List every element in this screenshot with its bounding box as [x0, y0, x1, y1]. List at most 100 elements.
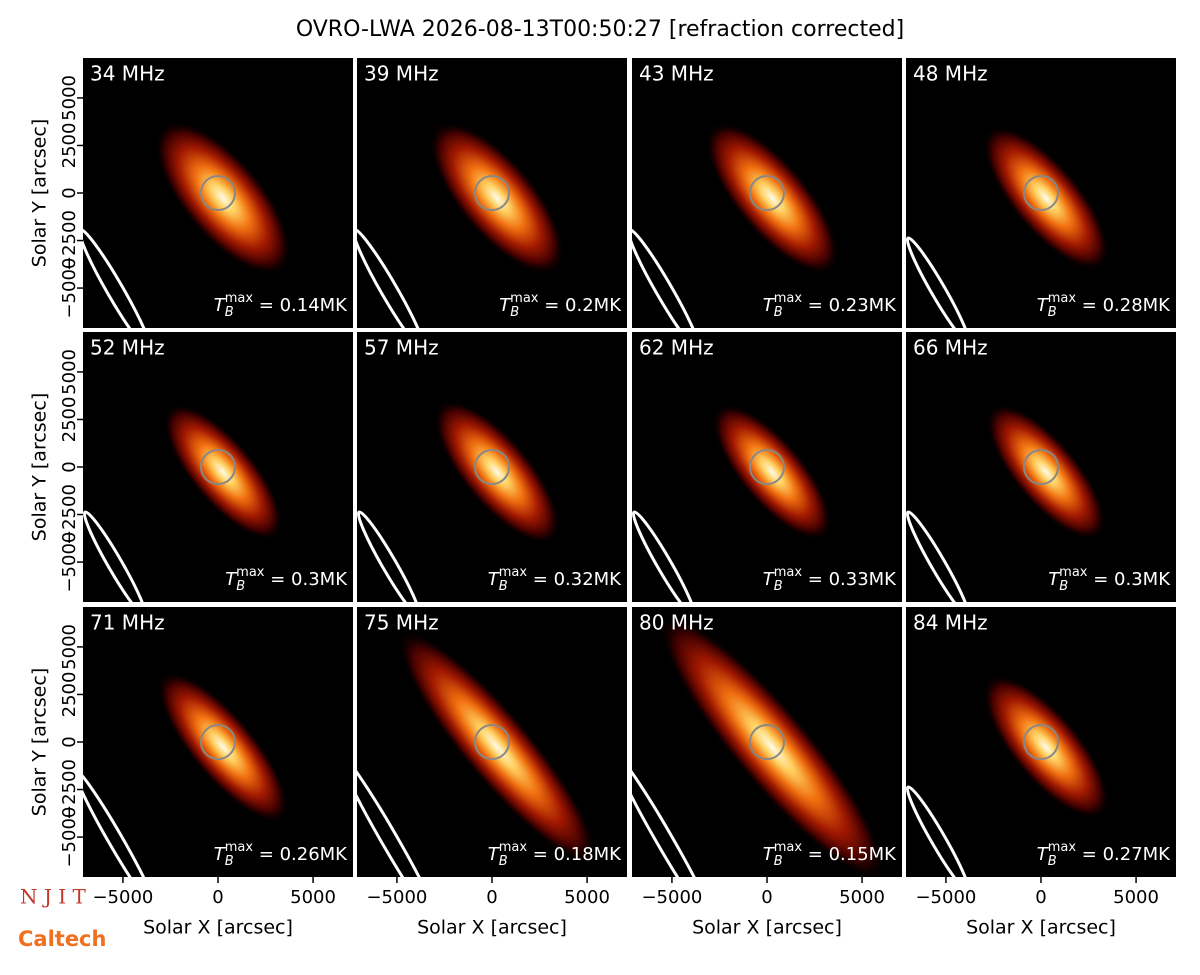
tb-value: 0.18MK: [554, 844, 623, 865]
tb-max-label: TBmax = 0.27MK: [1037, 840, 1171, 869]
panel: [83, 58, 353, 328]
tb-value: 0.28MK: [1103, 295, 1172, 316]
emission: [163, 403, 283, 541]
tb-sub: B: [774, 579, 783, 594]
tb-sup: max: [499, 565, 528, 580]
panel: [906, 332, 1176, 602]
tb-sub: B: [499, 854, 508, 869]
tb-max-label: TBmax = 0.15MK: [763, 840, 897, 869]
frequency-label: 84 MHz: [913, 611, 988, 635]
y-tick-label: −2500: [59, 210, 80, 271]
tb-value: 0.33MK: [829, 569, 898, 590]
y-tick-label: −2500: [59, 484, 80, 545]
solar-disk: [749, 449, 785, 485]
tb-sub: B: [774, 854, 783, 869]
panel: [632, 607, 902, 877]
tb-max-label: TBmax = 0.3MK: [1048, 565, 1171, 594]
y-tick-label: −5000: [59, 258, 80, 319]
emission: [397, 630, 597, 864]
tb-eq: =: [802, 569, 829, 590]
y-tick-label: 0: [59, 736, 80, 747]
tb-symbol: T: [488, 569, 501, 590]
panel: [906, 58, 1176, 328]
solar-disk: [749, 724, 785, 760]
tb-max-label: TBmax = 0.26MK: [214, 840, 348, 869]
frequency-label: 75 MHz: [364, 611, 439, 635]
logo: Caltech: [18, 927, 106, 951]
solar-disk: [474, 724, 510, 760]
y-tick-label: −5000: [59, 532, 80, 593]
tb-eq: =: [527, 844, 554, 865]
beam: [906, 510, 971, 602]
tb-max-label: TBmax = 0.32MK: [488, 565, 622, 594]
tb-value: 0.3MK: [291, 569, 348, 590]
x-tick-label: 5000: [839, 887, 885, 908]
y-axis-label: Solar Y [arcsec]: [29, 119, 51, 267]
y-axis-label: Solar Y [arcsec]: [29, 668, 51, 816]
x-tick-label: −5000: [92, 887, 153, 908]
tb-max-label: TBmax = 0.23MK: [763, 291, 897, 320]
beam: [357, 750, 441, 877]
tb-sup: max: [1048, 840, 1077, 855]
frequency-label: 39 MHz: [364, 62, 439, 86]
frequency-label: 34 MHz: [90, 62, 165, 86]
tb-sub: B: [774, 305, 783, 320]
x-tick-label: 0: [486, 887, 497, 908]
beam: [83, 510, 148, 602]
y-tick-label: 2500: [59, 123, 80, 169]
x-tick-label: 5000: [564, 887, 610, 908]
tb-sup: max: [1059, 565, 1088, 580]
tb-sup: max: [510, 291, 539, 306]
tb-max-label: TBmax = 0.3MK: [225, 565, 348, 594]
emission: [154, 120, 292, 276]
x-tick-label: −5000: [641, 887, 702, 908]
tb-eq: =: [253, 295, 280, 316]
tb-value: 0.23MK: [829, 295, 898, 316]
solar-disk: [749, 175, 785, 211]
frequency-label: 62 MHz: [639, 336, 714, 360]
tb-sub: B: [510, 305, 519, 320]
beam: [83, 768, 157, 877]
emission: [712, 403, 832, 541]
tb-eq: =: [1076, 844, 1103, 865]
tb-symbol: T: [1037, 844, 1050, 865]
solar-disk: [200, 724, 236, 760]
y-tick-label: 2500: [59, 672, 80, 718]
solar-disk: [474, 175, 510, 211]
tb-sub: B: [236, 579, 245, 594]
solar-disk: [1023, 449, 1059, 485]
figure-title: OVRO-LWA 2026-08-13T00:50:27 [refraction…: [296, 17, 904, 42]
tb-value: 0.32MK: [554, 569, 623, 590]
panel: [632, 58, 902, 328]
tb-value: 0.3MK: [1114, 569, 1171, 590]
x-tick-label: 5000: [1113, 887, 1159, 908]
beam: [906, 785, 971, 877]
emission: [658, 614, 886, 877]
panel: [357, 332, 627, 602]
emission: [982, 125, 1110, 271]
emission: [704, 121, 840, 275]
tb-sup: max: [236, 565, 265, 580]
tb-max-label: TBmax = 0.33MK: [763, 565, 897, 594]
tb-sup: max: [1048, 291, 1077, 306]
x-axis-label: Solar X [arcsec]: [692, 917, 842, 939]
y-tick-label: 5000: [59, 349, 80, 395]
tb-eq: =: [802, 844, 829, 865]
tb-sub: B: [1048, 305, 1057, 320]
beam: [357, 227, 427, 328]
y-tick-label: 5000: [59, 624, 80, 670]
tb-sup: max: [774, 291, 803, 306]
tb-value: 0.27MK: [1103, 844, 1172, 865]
y-tick-label: 0: [59, 187, 80, 198]
tb-sub: B: [225, 854, 234, 869]
tb-sub: B: [499, 579, 508, 594]
tb-symbol: T: [763, 844, 776, 865]
x-axis-label: Solar X [arcsec]: [966, 917, 1116, 939]
solar-disk: [200, 175, 236, 211]
beam: [632, 510, 697, 602]
tb-eq: =: [1088, 569, 1115, 590]
tb-sup: max: [225, 840, 254, 855]
beam: [906, 236, 971, 328]
x-tick-label: 0: [212, 887, 223, 908]
